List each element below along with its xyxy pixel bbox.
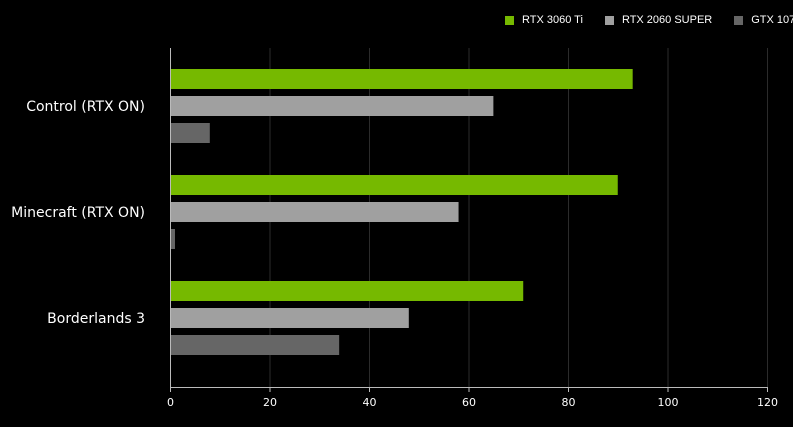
x-tick-label-40: 40: [363, 396, 377, 409]
x-tick-label-80: 80: [562, 396, 576, 409]
x-tick-label-20: 20: [263, 396, 277, 409]
legend-swatch-gtx-1070: [734, 15, 744, 25]
category-label-control-rtx-on: Control (RTX ON): [26, 99, 145, 115]
x-tick-label-60: 60: [462, 396, 476, 409]
bar-minecraft-rtx-on-rtx-2060-super: [171, 202, 459, 222]
legend-swatch-rtx-2060-super: [604, 15, 614, 25]
category-label-borderlands-3: Borderlands 3: [47, 311, 145, 327]
bar-control-rtx-on-rtx-3060-ti: [171, 69, 633, 89]
bar-control-rtx-on-gtx-1070: [171, 123, 210, 143]
bars: [171, 69, 633, 355]
bar-borderlands-3-rtx-3060-ti: [171, 281, 524, 301]
category-labels: Control (RTX ON) Minecraft (RTX ON) Border…: [11, 99, 145, 327]
bar-borderlands-3-rtx-2060-super: [171, 308, 409, 328]
legend-swatch-rtx-3060-ti: [505, 15, 514, 25]
x-tick-label-0: 0: [167, 396, 174, 409]
legend-label-rtx-3060-ti: RTX 3060 Ti: [522, 14, 583, 26]
category-label-minecraft-rtx-on: Minecraft (RTX ON): [11, 205, 145, 221]
x-tick-label-100: 100: [658, 396, 679, 409]
bar-borderlands-3-gtx-1070: [171, 335, 340, 355]
bar-minecraft-rtx-on-rtx-3060-ti: [171, 175, 618, 195]
legend-item-rtx-2060-super: RTX 2060 SUPER: [604, 14, 713, 26]
legend-item-rtx-3060-ti: RTX 3060 Ti: [505, 14, 583, 26]
bar-minecraft-rtx-on-gtx-1070: [171, 229, 175, 249]
bar-control-rtx-on-rtx-2060-super: [171, 96, 494, 116]
x-axis: 0 20 40 60 80 100 120: [167, 48, 778, 409]
x-tick-label-120: 120: [757, 396, 778, 409]
legend-label-rtx-2060-super: RTX 2060 SUPER: [621, 14, 713, 26]
